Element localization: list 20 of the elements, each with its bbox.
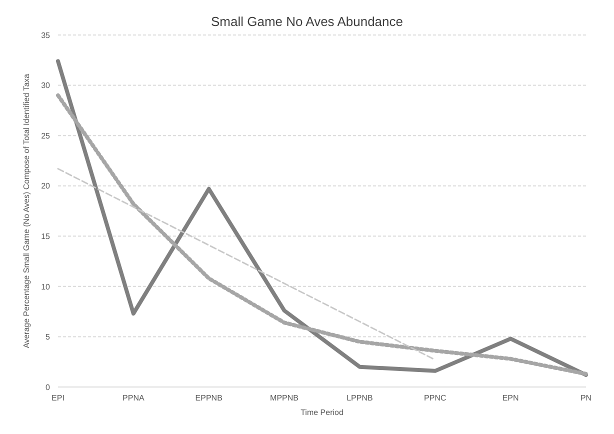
y-tick-label: 25 <box>41 131 51 140</box>
line-series <box>57 168 436 361</box>
chart-title: Small Game No Aves Abundance <box>210 13 404 29</box>
x-tick-label: PPNA <box>122 394 145 403</box>
y-tick-label: 15 <box>41 232 51 241</box>
y-tick-label: 20 <box>41 182 51 191</box>
x-tick-label: MPPNB <box>270 394 299 403</box>
x-tick-label: PN <box>580 394 592 403</box>
y-tick-label: 0 <box>46 382 51 392</box>
x-tick-label: LPPNB <box>346 394 373 403</box>
y-axis-title: Average Percentage Small Game (No Aves) Compose of Total Identified Taxa <box>22 73 31 348</box>
y-tick-label: 30 <box>41 81 51 90</box>
x-tick-label: EPPNB <box>195 394 222 403</box>
x-tick-label: EPN <box>502 394 520 403</box>
x-axis-title: Time Period <box>300 408 344 417</box>
y-tick-label: 5 <box>46 332 51 342</box>
y-tick-label: 35 <box>41 30 51 40</box>
x-tick-label: EPI <box>52 394 64 403</box>
x-tick-label: PPNC <box>424 394 446 403</box>
y-tick-label: 10 <box>41 282 51 292</box>
